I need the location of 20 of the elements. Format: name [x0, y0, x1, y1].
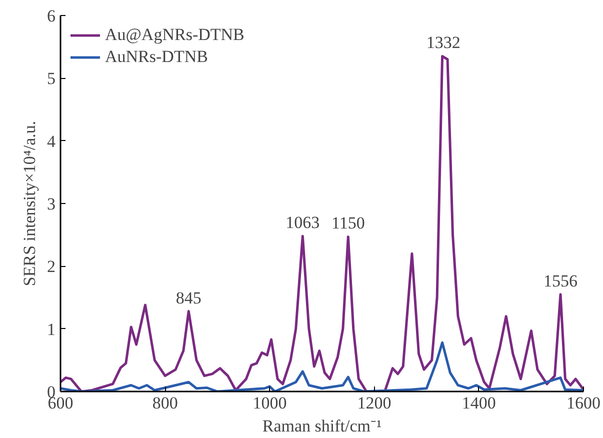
annotation: 1063	[286, 213, 320, 232]
x-tick-label: 800	[152, 394, 178, 412]
annotation: 1556	[543, 271, 578, 290]
x-tick-label: 1000	[252, 394, 287, 412]
y-tick-label: 1	[47, 320, 56, 339]
x-tick-label: 1400	[462, 394, 496, 412]
y-tick-label: 6	[47, 6, 56, 26]
annotation: 845	[176, 288, 202, 308]
y-tick-label: 4	[47, 132, 56, 151]
annotation: 1332	[426, 33, 460, 52]
y-tick-label: 3	[47, 194, 56, 214]
y-axis-title: SERS intensity×10⁴/a.u.	[20, 120, 39, 286]
legend-label: AuNRs-DTNB	[105, 47, 208, 67]
y-tick-label: 2	[47, 257, 56, 276]
y-tick-label: 5	[47, 69, 56, 88]
x-axis-title: Raman shift/cm⁻¹	[262, 416, 382, 436]
annotation: 1150	[331, 214, 365, 233]
x-tick-label: 1200	[357, 394, 392, 412]
legend-label: Au@AgNRs-DTNB	[105, 25, 244, 45]
x-tick-label: 1600	[566, 394, 600, 412]
